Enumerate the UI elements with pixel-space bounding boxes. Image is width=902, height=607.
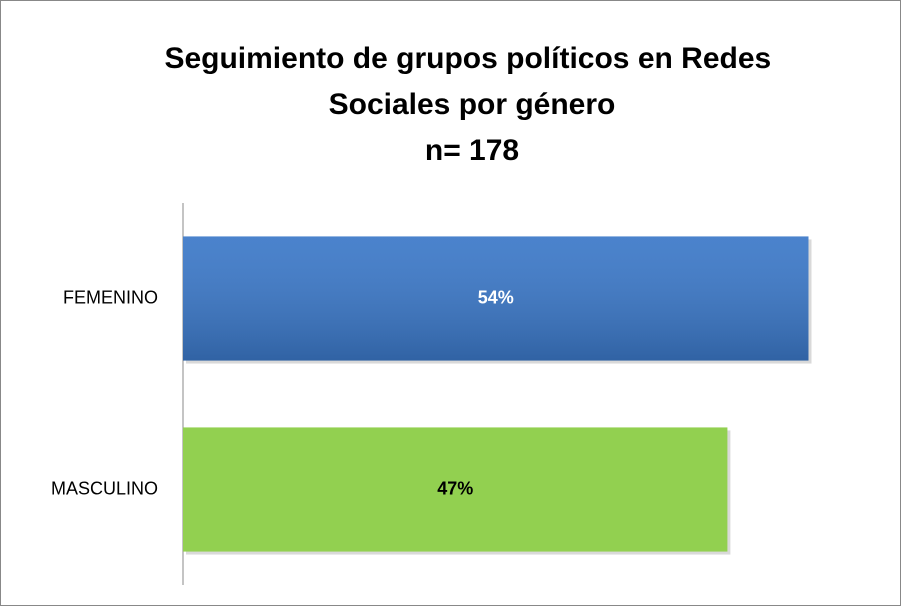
bar-shade (183, 236, 809, 361)
chart-subtitle: n= 178 (425, 134, 519, 167)
value-label: 54% (478, 287, 514, 307)
category-label: MASCULINO (51, 478, 158, 498)
chart-title: Seguimiento de grupos políticos en Redes… (164, 42, 779, 121)
value-label: 47% (437, 478, 473, 498)
bar (183, 427, 728, 552)
category-label: FEMENINO (63, 287, 158, 307)
